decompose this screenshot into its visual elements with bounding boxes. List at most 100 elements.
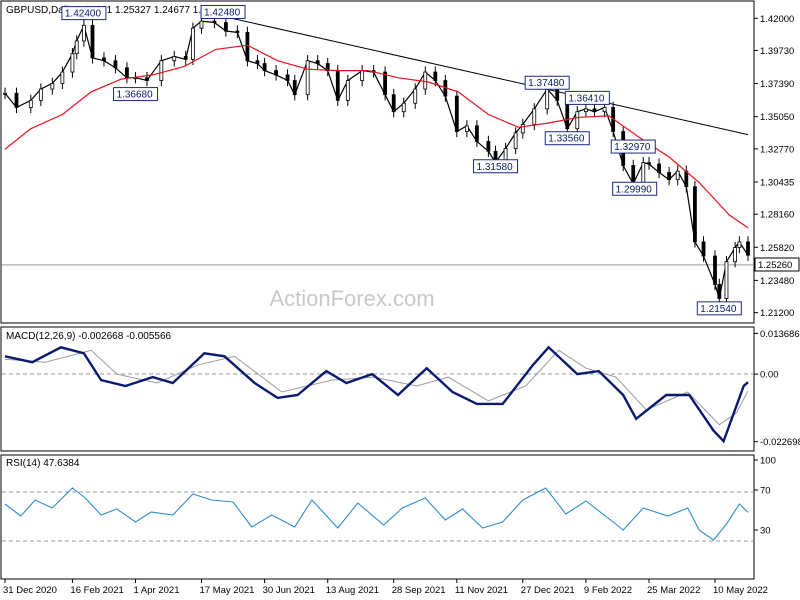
- macd-main-line: [4, 345, 749, 444]
- price-annotation: 1.29990: [612, 181, 658, 196]
- price-annotation: 1.21540: [696, 301, 742, 316]
- price-candle: [255, 60, 260, 64]
- rsi-axis: 100 70 30: [754, 456, 776, 537]
- macd-panel-title: MACD(12,26,9) -0.002668 -0.005566: [6, 331, 172, 342]
- price-annotation: 1.42480: [200, 4, 246, 19]
- annotation-box: [610, 139, 656, 154]
- price-candle: [125, 67, 129, 79]
- price-candle: [145, 77, 149, 81]
- price-candle: [675, 170, 680, 181]
- price-axis-tick-label: 1.30435: [760, 177, 794, 188]
- annotation-box: [696, 301, 742, 316]
- price-candle: [713, 255, 717, 285]
- price-axis: 1.42000 1.39730 1.37390 1.35050 1.32770 1.304…: [754, 14, 794, 319]
- price-annotation: 1.33560: [544, 131, 590, 146]
- rsi-panel-title: RSI(14) 47.6384: [6, 458, 80, 469]
- price-candle: [38, 88, 43, 101]
- price-candle: [513, 132, 518, 149]
- watermark: ActionForex.com: [269, 286, 434, 311]
- price-candle: [592, 108, 597, 113]
- annotation-label: 1.42480: [204, 7, 241, 18]
- price-axis-tick-label: 1.25820: [760, 243, 794, 254]
- annotation-box: [544, 131, 590, 146]
- moving-average-line: [4, 44, 749, 229]
- annotation-box: [200, 4, 246, 19]
- date-tick-label: 10 May 2022: [713, 585, 768, 596]
- date-tick-label: 16 Feb 2021: [70, 585, 123, 596]
- date-tick-label: 9 Feb 2022: [584, 585, 632, 596]
- macd-signal-line: [4, 349, 749, 426]
- annotation-label: 1.33560: [548, 134, 585, 145]
- price-candle: [70, 53, 75, 73]
- price-candle: [305, 60, 310, 96]
- date-axis: 31 Dec 2020 16 Feb 2021 1 Apr 2021 17 May 2…: [3, 579, 768, 596]
- moving-average-layer: [4, 44, 749, 229]
- price-candle: [520, 124, 525, 134]
- price-candle: [223, 22, 228, 32]
- price-candle: [345, 80, 350, 101]
- price-candle: [159, 60, 164, 81]
- price-series-layer: [3, 15, 750, 305]
- price-candle: [641, 162, 646, 185]
- price-candle: [701, 241, 706, 257]
- annotation-label: 1.42400: [65, 9, 102, 20]
- annotation-box: [61, 6, 107, 21]
- annotation-box: [113, 87, 159, 102]
- annotation-label: 1.31580: [477, 162, 514, 173]
- price-candle: [657, 163, 661, 173]
- macd-axis-tick-label: -0.022698: [760, 437, 800, 448]
- price-candle: [113, 60, 118, 69]
- price-candle: [464, 125, 469, 132]
- resistance-trendline: [201, 10, 749, 136]
- price-annotation: 1.32970: [610, 139, 656, 154]
- price-candle: [235, 30, 240, 33]
- annotation-box: [612, 181, 658, 196]
- price-axis-tick-label: 1.39730: [760, 46, 794, 57]
- price-candle: [733, 247, 737, 263]
- price-annotation: 1.31580: [473, 159, 519, 174]
- macd-series-layer: [4, 345, 749, 444]
- annotation-label: 1.37480: [528, 78, 565, 89]
- price-candle: [693, 186, 697, 243]
- annotation-label: 1.36410: [568, 93, 605, 104]
- price-candle: [746, 241, 750, 256]
- rsi-series-layer: [4, 487, 749, 541]
- date-tick-label: 11 Nov 2021: [455, 585, 508, 596]
- price-annotation: 1.36680: [113, 87, 159, 102]
- reference-lines: [2, 264, 753, 542]
- price-candle: [584, 108, 588, 113]
- rsi-axis-tick-label: 30: [760, 526, 771, 537]
- price-candle: [360, 70, 365, 81]
- price-annotation: 1.36410: [564, 90, 610, 105]
- current-price-label: 1.25260: [758, 260, 792, 271]
- macd-axis-tick-label: 0.013686: [760, 329, 800, 340]
- price-candle: [190, 27, 195, 60]
- date-tick-label: 13 Aug 2021: [326, 585, 379, 596]
- price-candle: [667, 172, 672, 181]
- price-candle: [532, 108, 537, 125]
- price-candle: [274, 70, 278, 76]
- price-candle: [199, 20, 204, 29]
- price-candle: [555, 88, 560, 101]
- price-candle: [172, 56, 177, 62]
- price-candle: [183, 56, 188, 60]
- price-candle: [60, 71, 65, 84]
- price-candle: [292, 80, 297, 96]
- price-candle: [474, 125, 479, 142]
- price-candle: [315, 60, 320, 64]
- price-candle: [423, 71, 428, 90]
- price-candle: [717, 283, 722, 299]
- rsi-line: [4, 487, 749, 541]
- annotation-box: [473, 159, 519, 174]
- price-candle: [413, 88, 418, 104]
- trendline-layer: [201, 10, 749, 136]
- price-annotations: 1.42400 1.42480 1.36680 1.31580 1.37480 1.335…: [61, 4, 742, 316]
- annotation-label: 1.29990: [616, 184, 653, 195]
- price-candle: [245, 32, 250, 62]
- annotation-label: 1.36680: [117, 90, 154, 101]
- price-axis-tick-label: 1.37390: [760, 79, 794, 90]
- price-panel-header: GBPUSD,Daily 1.24851 1.25327 1.24677 1.2…: [6, 5, 229, 16]
- panel-frames: [0, 0, 755, 580]
- price-candle: [647, 162, 651, 165]
- annotation-box: [524, 75, 570, 90]
